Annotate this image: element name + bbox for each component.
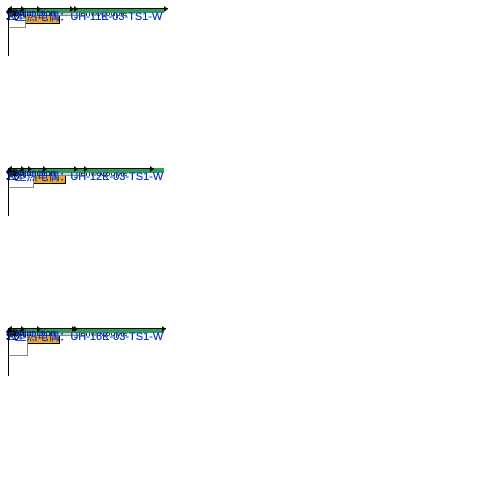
diagram-2: Polyimide coating Contact plate Attachin… <box>8 168 492 328</box>
model-k: K型热电偶：UH-11K-03-TS1-W <box>8 8 162 24</box>
diagram-3: Contact plate Polyimide coating Attachin… <box>8 328 492 488</box>
diagram-1: Contact plate Polyimide coating Attachin… <box>8 8 492 168</box>
